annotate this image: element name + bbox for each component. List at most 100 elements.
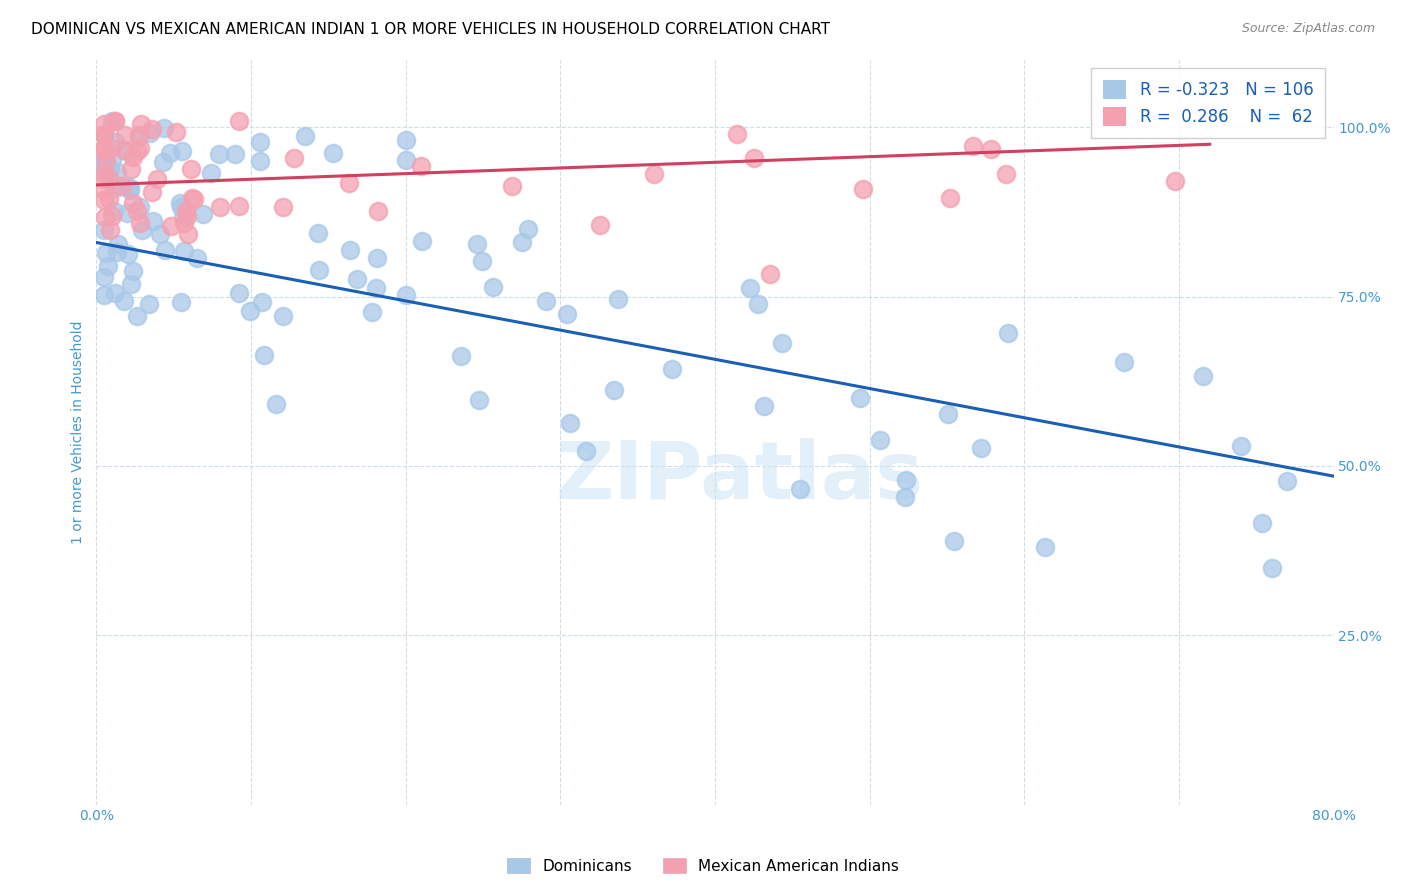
Point (848, 391, 870, 405)
Point (1275, 474, 1298, 488)
Point (180, 161, 202, 176)
Point (93, 183, 115, 197)
Point (114, 144, 136, 158)
Point (114, 128, 136, 142)
Point (93, 161, 115, 176)
Point (138, 297, 160, 311)
Point (173, 244, 195, 258)
Point (1163, 174, 1185, 188)
Point (93, 144, 115, 158)
Point (465, 237, 488, 252)
Point (725, 127, 748, 141)
Point (869, 434, 891, 448)
Point (159, 219, 181, 233)
Point (93, 117, 115, 131)
Point (101, 153, 124, 167)
Y-axis label: 1 or more Vehicles in Household: 1 or more Vehicles in Household (72, 320, 86, 544)
Point (118, 183, 141, 197)
Point (534, 293, 557, 308)
Point (153, 121, 176, 136)
Point (395, 153, 418, 168)
Point (120, 277, 142, 292)
Point (742, 151, 765, 165)
Point (94, 128, 117, 142)
Point (558, 416, 581, 430)
Point (173, 216, 195, 230)
Point (177, 227, 200, 241)
Point (271, 200, 294, 214)
Point (100, 141, 122, 155)
Point (93, 153, 115, 168)
Point (103, 203, 125, 218)
Point (112, 294, 135, 309)
Point (322, 145, 344, 160)
Point (93, 128, 115, 143)
Point (174, 203, 197, 218)
Point (93, 127, 115, 141)
Point (894, 474, 917, 488)
Point (346, 272, 368, 286)
Legend: Dominicans, Mexican American Indians: Dominicans, Mexican American Indians (501, 852, 905, 880)
Point (364, 281, 387, 295)
Point (308, 263, 330, 277)
Point (207, 147, 229, 161)
Point (142, 214, 165, 228)
Point (105, 165, 128, 179)
Point (186, 251, 208, 265)
Point (754, 400, 776, 414)
Point (131, 117, 153, 131)
Point (738, 281, 761, 295)
Point (93, 193, 115, 207)
Point (121, 263, 143, 277)
Point (589, 218, 612, 232)
Text: ZIPatlas: ZIPatlas (555, 438, 924, 516)
Point (145, 172, 167, 186)
Point (249, 135, 271, 149)
Point (104, 113, 127, 128)
Point (1114, 355, 1136, 369)
Point (602, 383, 624, 397)
Point (1229, 439, 1251, 453)
Point (159, 145, 181, 160)
Point (141, 122, 163, 136)
Point (643, 168, 665, 182)
Point (170, 294, 193, 309)
Point (271, 309, 294, 323)
Point (209, 200, 232, 214)
Point (98, 171, 121, 186)
Point (104, 181, 127, 195)
Point (517, 222, 540, 236)
Point (1261, 561, 1284, 575)
Point (105, 245, 128, 260)
Point (98, 192, 121, 206)
Point (980, 142, 1002, 156)
Point (170, 200, 193, 214)
Point (139, 126, 162, 140)
Point (104, 286, 127, 301)
Point (141, 186, 163, 200)
Point (111, 178, 134, 193)
Point (128, 128, 150, 142)
Point (228, 285, 250, 300)
Point (510, 235, 533, 249)
Point (789, 482, 811, 496)
Point (468, 393, 491, 408)
Point (117, 247, 139, 261)
Point (962, 139, 984, 153)
Point (250, 294, 273, 309)
Point (93, 156, 115, 170)
Point (121, 196, 143, 211)
Point (228, 199, 250, 213)
Point (117, 180, 139, 194)
Point (104, 114, 127, 128)
Point (120, 180, 142, 194)
Point (661, 362, 683, 376)
Point (128, 200, 150, 214)
Point (93, 287, 115, 301)
Point (129, 141, 152, 155)
Point (337, 176, 360, 190)
Point (152, 155, 174, 169)
Point (283, 151, 305, 165)
Text: DOMINICAN VS MEXICAN AMERICAN INDIAN 1 OR MORE VEHICLES IN HOUSEHOLD CORRELATION: DOMINICAN VS MEXICAN AMERICAN INDIAN 1 O… (31, 22, 830, 37)
Point (395, 288, 418, 302)
